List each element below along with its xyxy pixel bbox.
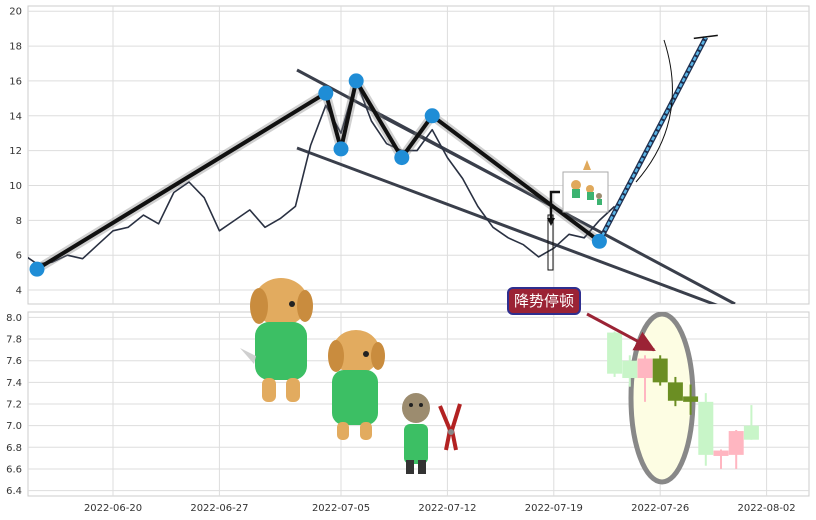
y-tick-label: 14 <box>9 111 22 122</box>
price-line <box>28 80 616 265</box>
price-y-axis: 4 6 8 10 12 14 16 18 20 <box>9 7 22 297</box>
candle-body <box>637 358 653 379</box>
x-axis: 2022-06-20 2022-06-27 2022-07-05 2022-07-12… <box>84 503 796 514</box>
candle-body <box>698 401 714 455</box>
y-tick-label: 7.0 <box>6 421 22 432</box>
pivot-point <box>29 261 45 277</box>
candle-body <box>683 396 699 402</box>
pivot-points <box>29 73 607 277</box>
annotation-arrow <box>586 312 656 352</box>
lower-y-axis: 6.4 6.6 6.8 7.0 7.2 7.4 7.6 7.8 8.0 <box>6 313 22 497</box>
y-tick-label: 6.8 <box>6 443 22 454</box>
pivot-point <box>591 233 607 249</box>
y-tick-label: 8.0 <box>6 313 22 324</box>
annotation-label: 降势停顿 <box>507 287 581 315</box>
mini-dogs-icon <box>562 160 609 213</box>
y-tick-label: 20 <box>9 7 22 18</box>
candle-body <box>728 431 744 455</box>
y-tick-label: 16 <box>9 76 22 87</box>
y-tick-label: 7.6 <box>6 356 22 367</box>
pivot-point <box>333 141 349 157</box>
y-tick-label: 4 <box>16 286 22 297</box>
candles <box>607 331 759 469</box>
pivot-point <box>348 73 364 89</box>
y-tick-label: 8 <box>16 216 22 227</box>
y-tick-label: 7.2 <box>6 400 22 411</box>
pointer-arrow-icon <box>549 190 560 222</box>
pliers-icon <box>438 403 462 451</box>
candle-body <box>713 450 729 456</box>
price-plot <box>28 34 736 304</box>
candle-body <box>667 382 683 401</box>
candle-body <box>622 360 638 379</box>
dog-with-pliers-icon <box>402 393 430 474</box>
lower-trend-line <box>296 146 718 304</box>
candle-body <box>652 358 668 383</box>
pivot-point <box>424 108 440 124</box>
y-tick-label: 6.6 <box>6 464 22 475</box>
y-tick-label: 6.4 <box>6 486 22 497</box>
y-tick-label: 6 <box>16 251 22 262</box>
projection-line <box>597 34 718 243</box>
price-series <box>28 80 616 265</box>
y-tick-label: 10 <box>9 181 22 192</box>
mid-trend-line <box>379 115 556 209</box>
y-tick-label: 12 <box>9 146 22 157</box>
x-tick-label: 2022-07-26 <box>631 503 689 514</box>
x-tick-label: 2022-06-20 <box>84 503 142 514</box>
y-tick-label: 7.8 <box>6 335 22 346</box>
candle-body <box>607 332 623 374</box>
lower-plot <box>586 312 759 485</box>
x-tick-label: 2022-06-27 <box>190 503 248 514</box>
dog-holding-shovel-icon <box>240 278 313 402</box>
x-tick-label: 2022-07-19 <box>525 503 583 514</box>
pivot-point <box>394 150 410 166</box>
arrow-tip-icon <box>547 218 555 226</box>
y-tick-label: 7.4 <box>6 378 22 389</box>
price-panel <box>27 5 810 305</box>
pivot-point <box>318 85 334 101</box>
y-tick-label: 18 <box>9 42 22 53</box>
candle-body <box>743 425 759 440</box>
projection-cap <box>693 34 718 40</box>
annotation-text: 降势停顿 <box>514 292 574 310</box>
x-tick-label: 2022-08-02 <box>738 503 796 514</box>
dog-holding-trowel-icon <box>328 330 385 440</box>
x-tick-label: 2022-07-05 <box>312 503 370 514</box>
x-tick-label: 2022-07-12 <box>418 503 476 514</box>
projection-line <box>598 36 707 242</box>
arc-annotation <box>635 39 673 183</box>
